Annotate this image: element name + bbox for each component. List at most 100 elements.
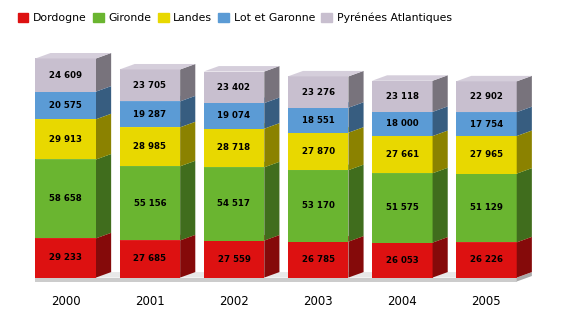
Bar <box>288 77 348 108</box>
Polygon shape <box>456 107 532 112</box>
Text: 20 575: 20 575 <box>50 101 82 110</box>
Text: 55 156: 55 156 <box>133 199 166 208</box>
Bar <box>203 241 264 277</box>
Polygon shape <box>264 66 279 103</box>
Bar <box>288 242 348 277</box>
Text: 26 785: 26 785 <box>302 255 335 264</box>
Text: 23 705: 23 705 <box>133 81 166 90</box>
Text: 27 661: 27 661 <box>386 150 419 159</box>
Text: 23 402: 23 402 <box>218 83 250 92</box>
Polygon shape <box>517 107 532 136</box>
Polygon shape <box>264 123 279 167</box>
Bar <box>288 108 348 133</box>
Polygon shape <box>35 53 111 58</box>
Polygon shape <box>372 237 447 243</box>
Polygon shape <box>120 122 196 127</box>
Bar <box>456 81 517 112</box>
Polygon shape <box>348 102 364 133</box>
Polygon shape <box>288 236 364 242</box>
Bar <box>35 277 517 282</box>
Text: 28 985: 28 985 <box>133 142 166 151</box>
Polygon shape <box>96 233 111 277</box>
Polygon shape <box>348 165 364 242</box>
Text: 29 233: 29 233 <box>49 254 82 262</box>
Polygon shape <box>517 168 532 242</box>
Polygon shape <box>180 122 196 166</box>
Polygon shape <box>120 161 196 166</box>
Polygon shape <box>35 154 111 160</box>
Polygon shape <box>372 75 447 81</box>
Polygon shape <box>35 114 111 119</box>
Bar <box>120 240 180 277</box>
Polygon shape <box>433 168 447 243</box>
Polygon shape <box>433 130 447 173</box>
Bar <box>456 136 517 173</box>
Text: 26 053: 26 053 <box>386 255 418 265</box>
Text: 19 074: 19 074 <box>217 111 251 120</box>
Polygon shape <box>96 53 111 91</box>
Bar <box>35 160 96 238</box>
Polygon shape <box>264 98 279 129</box>
Text: 18 000: 18 000 <box>386 120 418 129</box>
Legend: Dordogne, Gironde, Landes, Lot et Garonne, Pyrénées Atlantiques: Dordogne, Gironde, Landes, Lot et Garonn… <box>18 12 451 23</box>
Bar <box>372 112 433 136</box>
Bar <box>203 167 264 241</box>
Bar <box>35 238 96 277</box>
Polygon shape <box>96 154 111 238</box>
Text: 53 170: 53 170 <box>302 201 335 210</box>
Bar <box>120 166 180 240</box>
Polygon shape <box>456 130 532 136</box>
Bar <box>288 170 348 242</box>
Polygon shape <box>180 235 196 277</box>
Polygon shape <box>264 162 279 241</box>
Polygon shape <box>203 162 279 167</box>
Polygon shape <box>348 236 364 277</box>
Polygon shape <box>372 106 447 112</box>
Text: 51 129: 51 129 <box>470 203 503 213</box>
Bar <box>120 69 180 101</box>
Polygon shape <box>180 64 196 101</box>
Text: 28 718: 28 718 <box>217 143 251 152</box>
Polygon shape <box>96 114 111 160</box>
Polygon shape <box>203 66 279 71</box>
Polygon shape <box>288 127 364 133</box>
Text: 54 517: 54 517 <box>218 199 250 208</box>
Text: 27 685: 27 685 <box>133 255 166 264</box>
Polygon shape <box>517 130 532 173</box>
Polygon shape <box>456 168 532 173</box>
Polygon shape <box>203 98 279 103</box>
Polygon shape <box>180 96 196 127</box>
Polygon shape <box>372 130 447 136</box>
Polygon shape <box>180 161 196 240</box>
Polygon shape <box>456 76 532 81</box>
Bar <box>456 112 517 136</box>
Bar <box>203 103 264 129</box>
Bar <box>372 81 433 112</box>
Text: 23 118: 23 118 <box>386 92 419 101</box>
Polygon shape <box>433 75 447 112</box>
Bar <box>288 133 348 170</box>
Polygon shape <box>288 102 364 108</box>
Polygon shape <box>264 235 279 277</box>
Bar <box>35 91 96 119</box>
Polygon shape <box>120 235 196 240</box>
Polygon shape <box>35 86 111 91</box>
Polygon shape <box>35 272 532 277</box>
Bar <box>372 136 433 173</box>
Text: 29 913: 29 913 <box>49 135 82 144</box>
Bar <box>120 101 180 127</box>
Polygon shape <box>372 168 447 173</box>
Bar <box>120 127 180 166</box>
Text: 27 965: 27 965 <box>470 150 503 159</box>
Polygon shape <box>456 237 532 242</box>
Bar <box>456 173 517 242</box>
Polygon shape <box>288 71 364 77</box>
Text: 27 559: 27 559 <box>218 255 250 264</box>
Polygon shape <box>433 106 447 136</box>
Bar <box>35 119 96 160</box>
Text: 18 551: 18 551 <box>302 116 335 125</box>
Polygon shape <box>517 237 532 277</box>
Text: 19 287: 19 287 <box>133 110 166 119</box>
Text: 58 658: 58 658 <box>50 194 82 203</box>
Polygon shape <box>517 76 532 112</box>
